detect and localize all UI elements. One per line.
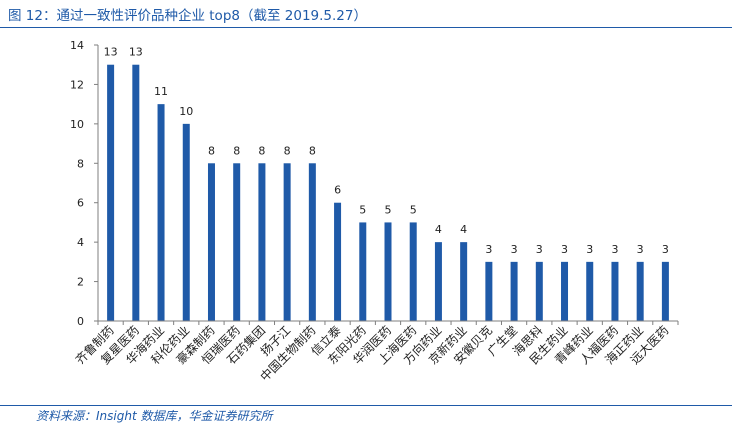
bar: [283, 163, 291, 321]
data-labels: 13 13 11 10 8 8 8 8 8 6 5 5 5 4 4 3 3 3 3 3 3 3 3: [104, 46, 669, 256]
data-label: 3: [511, 243, 518, 256]
bar: [334, 202, 342, 321]
y-tick-label: 14: [70, 39, 84, 52]
data-label: 3: [611, 243, 618, 256]
bar: [359, 222, 367, 321]
data-label: 6: [334, 184, 341, 197]
data-label: 8: [233, 144, 240, 157]
y-tick-label: 8: [77, 157, 84, 170]
y-tick-label: 4: [77, 236, 84, 249]
data-label: 11: [154, 85, 168, 98]
data-label: 8: [284, 144, 291, 157]
bar: [182, 123, 190, 321]
bar: [157, 104, 165, 322]
bar: [308, 163, 316, 321]
bar: [409, 222, 417, 321]
data-label: 8: [309, 144, 316, 157]
bar: [611, 261, 619, 321]
y-tick-label: 12: [70, 78, 84, 91]
data-label: 13: [129, 46, 143, 59]
bar: [636, 261, 644, 321]
bar: [535, 261, 543, 321]
y-tick-label: 10: [70, 118, 84, 131]
bar: [434, 242, 442, 321]
bar: [207, 163, 215, 321]
bar: [233, 163, 241, 321]
bar: [661, 261, 669, 321]
bar: [586, 261, 594, 321]
data-label: 5: [385, 203, 392, 216]
bars: [107, 64, 669, 322]
y-tick-label: 0: [77, 315, 84, 328]
data-label: 10: [179, 105, 193, 118]
data-label: 3: [561, 243, 568, 256]
data-label: 8: [208, 144, 215, 157]
x-axis: 齐鲁制药复星医药华海药业科伦药业豪森制药恒瑞医药石药集团扬子江中国生物制药信立泰…: [72, 320, 679, 384]
data-label: 3: [586, 243, 593, 256]
data-label: 3: [485, 243, 492, 256]
bar: [258, 163, 266, 321]
data-label: 4: [435, 223, 442, 236]
bar: [561, 261, 569, 321]
data-label: 8: [258, 144, 265, 157]
source-divider: [0, 405, 732, 406]
data-label: 5: [359, 203, 366, 216]
data-label: 3: [662, 243, 669, 256]
data-label: 5: [410, 203, 417, 216]
y-tick-label: 6: [77, 197, 84, 210]
bar: [384, 222, 392, 321]
y-axis: 0 2 4 6 8 10 12 14: [70, 39, 99, 328]
data-label: 3: [637, 243, 644, 256]
data-label: 3: [536, 243, 543, 256]
y-tick-label: 2: [77, 276, 84, 289]
figure-title: 图 12：通过一致性评价品种企业 top8（截至 2019.5.27）: [8, 8, 367, 24]
bar: [460, 242, 468, 321]
bar: [107, 64, 115, 321]
bar: [485, 261, 493, 321]
data-label: 13: [104, 46, 118, 59]
title-divider: [0, 27, 732, 28]
data-label: 4: [460, 223, 467, 236]
bar: [510, 261, 518, 321]
bar: [132, 64, 140, 321]
source-note: 资料来源：Insight 数据库，华金证券研究所: [36, 409, 273, 423]
